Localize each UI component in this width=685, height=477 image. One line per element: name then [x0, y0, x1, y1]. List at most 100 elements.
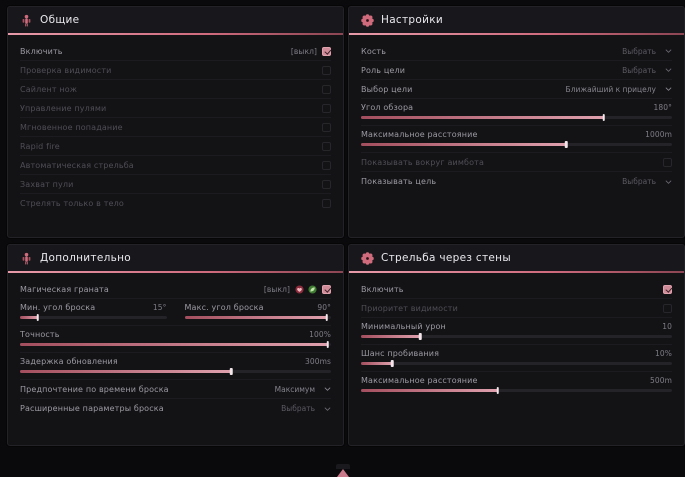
slider-track[interactable] [361, 360, 672, 367]
row-label: Управление пулями [20, 103, 107, 113]
slider-track[interactable] [20, 368, 331, 375]
slider-knob[interactable] [496, 387, 500, 394]
row-label: Проверка видимости [20, 65, 112, 75]
row-label: Мгновенное попадание [20, 122, 123, 132]
row-visibility-check[interactable]: Проверка видимости [20, 61, 331, 80]
panel-settings-title: Настройки [381, 14, 443, 26]
row-advanced-throw-params[interactable]: Расширенные параметры броска Выбрать [20, 399, 331, 418]
panel-general-header: Общие [8, 7, 343, 35]
slider-label: Задержка обновления [20, 357, 118, 366]
dropdown-throw-time-preference[interactable]: Максимум [275, 385, 331, 394]
row-bullet-capture[interactable]: Захват пули [20, 175, 331, 194]
slider-knob[interactable] [36, 314, 39, 321]
row-bone[interactable]: Кость Выбрать [361, 42, 672, 61]
checkbox-auto-shoot[interactable] [322, 160, 331, 170]
slider-knob[interactable] [602, 114, 605, 121]
dropdown-value: Выбрать [281, 404, 315, 413]
slider-fill [361, 335, 421, 338]
panel-extra: Дополнительно Магическая граната [выкл] [7, 244, 344, 446]
slider-penetration-chance[interactable]: Шанс пробивания 10% [361, 345, 672, 372]
collapse-arrow-icon[interactable] [336, 469, 349, 477]
dropdown-advanced-throw-params[interactable]: Выбрать [281, 404, 331, 413]
row-target-role[interactable]: Роль цели Выбрать [361, 61, 672, 80]
slider-track[interactable] [361, 114, 672, 121]
checkbox-body-only[interactable] [322, 199, 331, 208]
checkbox-silent-knife[interactable] [322, 84, 331, 94]
slider-knob[interactable] [326, 341, 330, 348]
dropdown-bone[interactable]: Выбрать [622, 47, 672, 56]
checkbox-magic-grenade[interactable] [322, 284, 331, 294]
slider-track[interactable] [184, 314, 331, 321]
checkbox-rapid-fire[interactable] [322, 141, 331, 151]
row-magic-grenade[interactable]: Магическая граната [выкл] [20, 280, 331, 299]
row-instant-hit[interactable]: Мгновенное попадание [20, 118, 331, 137]
slider-knob[interactable] [230, 368, 233, 375]
checkbox-wallbang-enable[interactable] [663, 284, 672, 294]
chevron-down-icon [665, 87, 672, 91]
row-wallbang-enable[interactable]: Включить [361, 280, 672, 299]
row-throw-time-preference[interactable]: Предпочтение по времени броска Максимум [20, 380, 331, 399]
slider-min-throw-angle[interactable]: Мин. угол броска 15° [20, 303, 167, 321]
row-body-only[interactable]: Стрелять только в тело [20, 194, 331, 213]
row-target-selection[interactable]: Выбор цели Ближайший к прицелу [361, 80, 672, 99]
slider-label: Мин. угол броска [20, 303, 96, 312]
row-right: [выкл] [263, 284, 331, 294]
row-label: Показывать вокруг аимбота [361, 157, 485, 167]
dropdown-show-target[interactable]: Выбрать [622, 177, 672, 186]
slider-knob[interactable] [565, 141, 568, 148]
slider-max-throw-angle[interactable]: Макс. угол броска 90° [184, 303, 331, 321]
slider-update-delay[interactable]: Задержка обновления 300ms [20, 353, 331, 380]
slider-knob[interactable] [390, 360, 394, 367]
row-label: Предпочтение по времени броска [20, 384, 169, 394]
checkbox-bullet-capture[interactable] [322, 179, 331, 189]
checkbox-instant-hit[interactable] [322, 122, 331, 132]
checkbox-show-around-aimbot[interactable] [663, 157, 672, 167]
dropdown-target-role[interactable]: Выбрать [622, 66, 672, 75]
slider-knob[interactable] [325, 314, 328, 321]
slider-value: 180° [653, 103, 672, 112]
slider-label: Угол обзора [361, 103, 414, 112]
panel-settings-body: Кость Выбрать Роль цели Выбрать Выбор це… [349, 35, 684, 237]
row-show-around-aimbot[interactable]: Показывать вокруг аимбота [361, 153, 672, 172]
row-bullet-control[interactable]: Управление пулями [20, 99, 331, 118]
slider-track[interactable] [361, 387, 672, 394]
dropdown-target-selection[interactable]: Ближайший к прицелу [566, 85, 672, 94]
slider-track[interactable] [20, 341, 331, 348]
row-visibility-priority[interactable]: Приоритет видимости [361, 299, 672, 318]
slider-fill [184, 316, 327, 319]
row-rapid-fire[interactable]: Rapid fire [20, 137, 331, 156]
slider-max-distance[interactable]: Максимальное расстояние 1000m [361, 126, 672, 153]
panel-wallbang: Стрельба через стены Включить Приоритет … [348, 244, 685, 446]
row-show-target[interactable]: Показывать цель Выбрать [361, 172, 672, 191]
chevron-down-icon [324, 406, 331, 411]
row-silent-knife[interactable]: Сайлент нож [20, 80, 331, 99]
checkbox-enable[interactable] [322, 46, 331, 56]
character-icon [20, 14, 33, 27]
slider-min-damage[interactable]: Минимальный урон 10 [361, 318, 672, 345]
checkbox-visibility-check[interactable] [322, 65, 331, 75]
slider-track[interactable] [361, 141, 672, 148]
dropdown-value: Максимум [274, 384, 315, 394]
chevron-down-icon [324, 387, 331, 391]
row-auto-shoot[interactable]: Автоматическая стрельба [20, 156, 331, 175]
slider-accuracy[interactable]: Точность 100% [20, 326, 331, 353]
heart-icon[interactable] [295, 284, 304, 294]
slider-value: 100% [309, 330, 331, 339]
slider-track[interactable] [20, 314, 167, 321]
slider-fill [361, 362, 393, 365]
row-label: Захват пули [20, 179, 74, 189]
slider-knob[interactable] [418, 333, 422, 340]
slider-wallbang-max-distance[interactable]: Максимальное расстояние 500m [361, 372, 672, 398]
slider-fov[interactable]: Угол обзора 180° [361, 99, 672, 126]
panel-wallbang-header: Стрельба через стены [349, 245, 684, 273]
slider-value: 90° [317, 303, 331, 312]
row-label: Включить [361, 284, 404, 294]
row-label: Сайлент нож [20, 84, 78, 94]
toggle-state-label: [выкл] [263, 284, 290, 294]
row-enable[interactable]: Включить [выкл] [20, 42, 331, 61]
panel-wallbang-body: Включить Приоритет видимости Минимальный… [349, 273, 684, 445]
checkbox-bullet-control[interactable] [322, 103, 331, 113]
leaf-icon[interactable] [308, 284, 317, 294]
slider-track[interactable] [361, 333, 672, 340]
checkbox-visibility-priority[interactable] [663, 303, 672, 313]
